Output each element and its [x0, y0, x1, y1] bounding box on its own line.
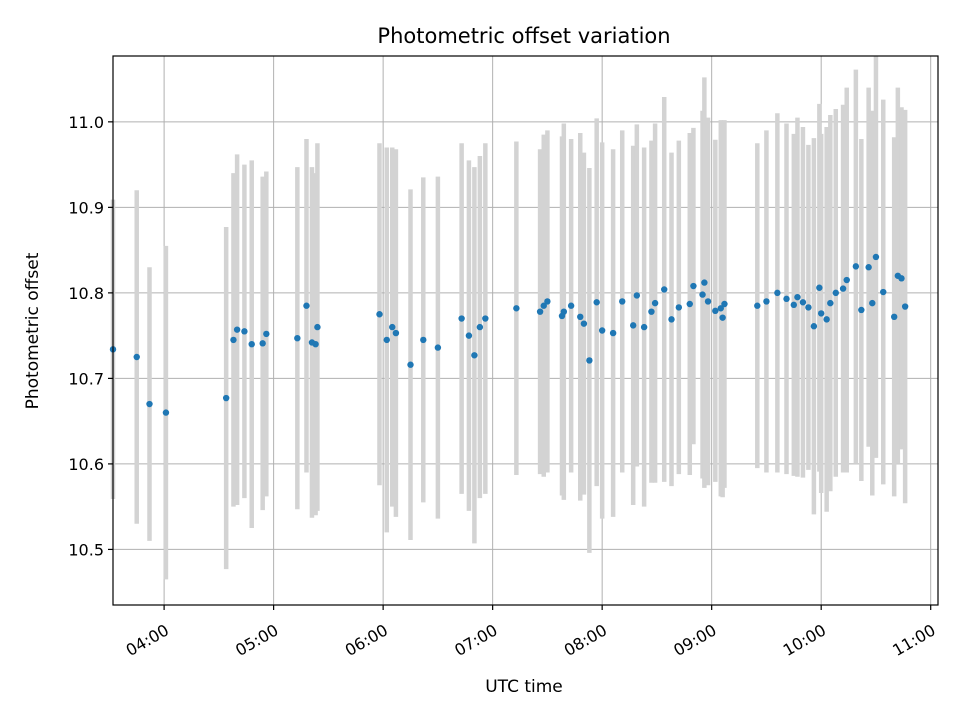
data-point: [619, 298, 626, 305]
y-tick-label: 11.0: [68, 113, 104, 132]
data-point: [540, 302, 547, 309]
data-point: [241, 328, 248, 335]
data-point: [651, 299, 659, 307]
data-point: [471, 352, 478, 359]
grid: [113, 56, 938, 605]
data-point: [661, 286, 668, 293]
data-point: [586, 357, 593, 364]
data-point: [898, 275, 905, 282]
chart-title: Photometric offset variation: [377, 24, 670, 48]
data-point: [717, 305, 724, 312]
data-point: [376, 311, 383, 318]
data-point: [312, 340, 319, 348]
plot-frame: [112, 55, 939, 606]
data-points: [109, 253, 909, 416]
data-point: [407, 361, 414, 368]
data-point: [704, 298, 712, 305]
y-axis-label: Photometric offset: [23, 252, 43, 409]
data-point: [248, 340, 255, 348]
data-point: [303, 302, 310, 309]
data-point: [805, 304, 812, 311]
data-point: [754, 302, 761, 309]
data-point: [640, 323, 648, 331]
data-point: [392, 329, 400, 337]
data-point: [869, 299, 876, 307]
data-point: [901, 303, 909, 310]
data-point: [668, 316, 675, 323]
data-point: [865, 264, 872, 271]
data-point: [783, 295, 790, 303]
data-point: [794, 293, 801, 301]
data-point: [810, 323, 818, 330]
data-point: [852, 263, 860, 270]
data-point: [719, 314, 726, 321]
data-point: [816, 284, 823, 291]
data-point: [686, 300, 693, 308]
data-point: [593, 299, 600, 306]
data-point: [133, 353, 140, 361]
data-point: [890, 313, 898, 321]
y-tick-label: 10.6: [68, 455, 104, 474]
data-point: [314, 323, 321, 331]
data-point: [598, 327, 606, 334]
data-point: [560, 308, 568, 315]
data-point: [476, 323, 484, 331]
data-point: [434, 344, 442, 351]
data-point: [790, 301, 798, 309]
data-point: [701, 279, 708, 286]
y-tick-label: 10.5: [68, 540, 104, 559]
data-point: [712, 307, 719, 315]
data-point: [222, 394, 230, 402]
data-point: [629, 322, 637, 329]
data-point: [383, 336, 390, 344]
data-point: [263, 330, 270, 338]
y-tick-label: 10.7: [68, 369, 104, 388]
data-point: [699, 291, 706, 298]
data-point: [420, 336, 427, 344]
data-point: [233, 326, 241, 333]
data-point: [823, 316, 830, 323]
data-point: [817, 310, 825, 317]
data-point: [880, 288, 887, 296]
data-point: [567, 302, 575, 309]
y-tick-label: 10.8: [68, 284, 104, 303]
y-tick-label: 10.9: [68, 198, 104, 217]
data-point: [839, 285, 847, 292]
data-point: [858, 306, 865, 314]
data-point: [774, 289, 781, 297]
data-point: [294, 334, 301, 342]
data-point: [633, 292, 641, 299]
data-point: [544, 298, 551, 305]
data-point: [458, 315, 465, 322]
data-point: [675, 304, 683, 311]
data-point: [162, 409, 170, 416]
x-axis-label: UTC time: [485, 677, 563, 697]
data-point: [872, 253, 880, 261]
data-point: [648, 308, 655, 315]
data-point: [827, 299, 834, 307]
data-point: [763, 298, 770, 305]
data-point: [799, 299, 807, 306]
data-point: [259, 340, 266, 347]
data-point: [832, 289, 839, 297]
data-point: [146, 400, 153, 408]
data-point: [482, 315, 489, 322]
data-point: [465, 332, 473, 339]
data-point: [389, 323, 396, 331]
data-point: [536, 308, 544, 315]
data-point: [843, 276, 850, 284]
data-point: [577, 313, 584, 321]
data-point: [230, 336, 237, 344]
data-point: [609, 329, 617, 337]
data-point: [721, 300, 728, 308]
data-point: [690, 282, 697, 290]
data-point: [580, 320, 588, 327]
data-point: [513, 305, 520, 312]
